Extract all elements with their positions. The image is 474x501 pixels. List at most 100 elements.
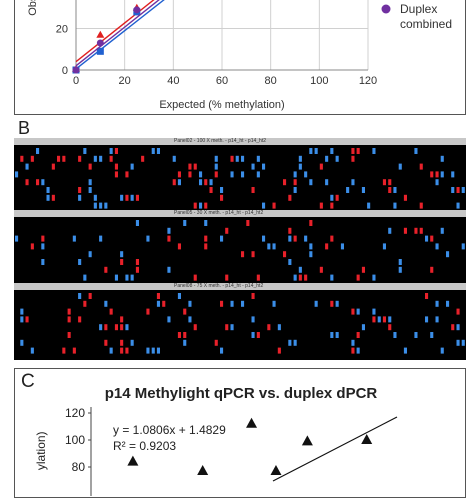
- heatmap-cell-blue: [298, 163, 302, 170]
- heatmap-cell-blue: [83, 274, 87, 281]
- heatmap-cell-blue: [72, 235, 76, 242]
- heatmap-cell-red: [193, 163, 197, 170]
- heatmap-cell-red: [225, 227, 229, 234]
- heatmap-cell-blue: [156, 300, 160, 307]
- heatmap-cell-blue: [214, 163, 218, 170]
- heatmap-cell-blue: [435, 316, 439, 323]
- heatmap-cell-red: [120, 324, 124, 331]
- panel-a-x-tick-label: 20: [119, 75, 131, 87]
- panel-a-legend-marker: [381, 4, 391, 14]
- heatmap-cell-red: [251, 251, 255, 258]
- panel-a-legend-label-line2: combined: [400, 17, 452, 31]
- heatmap-cell-blue: [83, 148, 87, 154]
- heatmap-cell-red: [67, 316, 71, 323]
- heatmap-cell-red: [419, 227, 423, 234]
- heatmap-cell-red: [430, 171, 434, 178]
- panel-c-r-squared: R² = 0.9203: [113, 439, 176, 453]
- panel-a-y-tick-label: 0: [62, 65, 68, 77]
- heatmap-cell-blue: [393, 332, 397, 338]
- heatmap-cell-red: [430, 266, 434, 273]
- heatmap-cell-blue: [172, 155, 176, 162]
- heatmap-cell-blue: [41, 243, 45, 250]
- heatmap-cell-blue: [388, 227, 392, 234]
- heatmap-cell-red: [251, 187, 255, 193]
- heatmap-cell-red: [382, 316, 386, 323]
- heatmap-cell-blue: [277, 324, 281, 331]
- heatmap-cell-red: [41, 235, 45, 242]
- heatmap-cell-red: [135, 194, 139, 201]
- heatmap-cell-blue: [293, 187, 297, 193]
- heatmap-cell-blue: [251, 316, 255, 323]
- heatmap-cell-red: [425, 293, 429, 299]
- heatmap-cell-red: [319, 202, 323, 209]
- panel-a-point-circle: [133, 6, 141, 14]
- heatmap-cell-blue: [135, 220, 139, 226]
- heatmap-cell-blue: [120, 251, 124, 258]
- panel-a: 02040608010012002040Expected (% methylat…: [14, 0, 466, 115]
- heatmap-cell-blue: [330, 194, 334, 201]
- panel-c-title: p14 Methylight qPCR vs. duplex dPCR: [105, 385, 378, 402]
- heatmap-cell-red: [120, 339, 124, 346]
- heatmap-cell-blue: [393, 202, 397, 209]
- heatmap-cell-blue: [146, 235, 150, 242]
- heatmap-strip-label-3: Panel08 - 75 X meth. - p14_ht - p14_ht2: [174, 283, 264, 289]
- heatmap-cell-blue: [151, 148, 155, 154]
- panel-c-trend-line: [272, 416, 398, 482]
- heatmap-cell-blue: [456, 324, 460, 331]
- heatmap-cell-red: [209, 187, 213, 193]
- heatmap-cell-blue: [451, 187, 455, 193]
- heatmap-cell-blue: [99, 235, 103, 242]
- heatmap-cell-blue: [372, 274, 376, 281]
- heatmap-cell-blue: [251, 332, 255, 338]
- panel-c-chart: p14 Methylight qPCR vs. duplex dPCR 80 100…: [34, 385, 398, 496]
- heatmap-cells: [15, 148, 465, 354]
- heatmap-cell-red: [125, 347, 129, 354]
- heatmap-strip-3: Panel08 - 75 X meth. - p14_ht - p14_ht2: [14, 283, 466, 290]
- panel-b-letter: B: [18, 118, 31, 138]
- heatmap-cell-blue: [99, 324, 103, 331]
- heatmap-cell-red: [298, 274, 302, 281]
- heatmap-cell-red: [141, 155, 145, 162]
- heatmap-cell-red: [67, 332, 71, 338]
- heatmap-cell-red: [256, 274, 260, 281]
- heatmap-cell-red: [388, 324, 392, 331]
- heatmap-cell-red: [67, 308, 71, 315]
- heatmap-cell-red: [330, 202, 334, 209]
- heatmap-cell-red: [104, 324, 108, 331]
- heatmap-cell-red: [225, 324, 229, 331]
- heatmap-strip-label-2: Panel05 - 30 X meth. - p14_ht - p14_ht2: [174, 210, 264, 216]
- heatmap-cell-red: [78, 187, 82, 193]
- panel-a-x-tick-label: 60: [216, 75, 228, 87]
- heatmap-cell-red: [356, 274, 360, 281]
- heatmap-cell-blue: [262, 235, 266, 242]
- heatmap-cell-blue: [388, 316, 392, 323]
- heatmap-cell-red: [403, 227, 407, 234]
- heatmap-cell-red: [256, 332, 260, 338]
- heatmap-cell-red: [419, 163, 423, 170]
- heatmap-cell-blue: [146, 347, 150, 354]
- heatmap-cell-blue: [183, 220, 187, 226]
- heatmap-cell-blue: [325, 155, 329, 162]
- heatmap-cell-red: [388, 179, 392, 186]
- heatmap-cell-red: [114, 171, 118, 178]
- heatmap-cell-blue: [288, 259, 292, 265]
- heatmap-cell-red: [125, 194, 129, 201]
- heatmap-cell-blue: [188, 300, 192, 307]
- heatmap-cell-red: [188, 163, 192, 170]
- heatmap-cell-blue: [356, 347, 360, 354]
- heatmap-cell-red: [162, 300, 166, 307]
- panel-a-x-axis-label: Expected (% methylation): [159, 99, 284, 111]
- heatmap-cell-red: [241, 251, 245, 258]
- panel-a-point-square: [96, 47, 104, 55]
- heatmap-cell-blue: [99, 155, 103, 162]
- heatmap-cell-red: [30, 243, 34, 250]
- panel-a-legend-label-line1: Duplex: [400, 2, 437, 16]
- heatmap-cell-blue: [88, 251, 92, 258]
- heatmap-cell-blue: [188, 316, 192, 323]
- heatmap-cell-blue: [220, 347, 224, 354]
- heatmap-cell-red: [109, 155, 113, 162]
- heatmap-cell-red: [204, 202, 208, 209]
- heatmap-cell-blue: [241, 171, 245, 178]
- heatmap-cell-red: [193, 202, 197, 209]
- heatmap-cell-red: [351, 148, 355, 154]
